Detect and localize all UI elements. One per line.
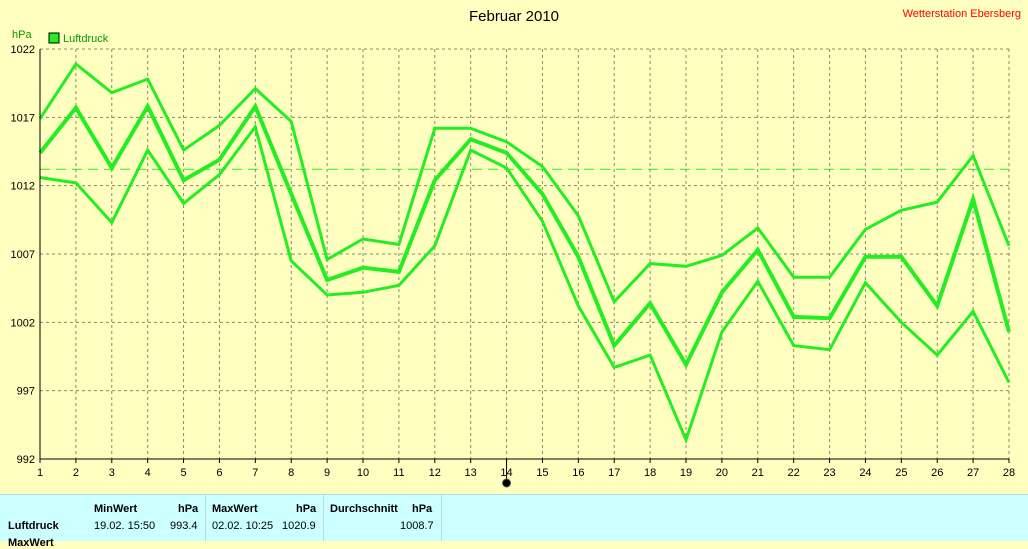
legend: Luftdruck bbox=[48, 32, 109, 45]
min-unit: hPa bbox=[178, 503, 199, 515]
grid bbox=[39, 48, 1010, 460]
x-tick-label: 12 bbox=[429, 467, 441, 479]
y-tick-label: 1022 bbox=[11, 44, 35, 56]
series-line-mean bbox=[38, 102, 1011, 369]
stats-min-cell: MinWert hPa 19.02. 15:50 993.4 bbox=[88, 495, 206, 541]
y-tick-label: 1007 bbox=[11, 249, 35, 261]
x-tick-label: 11 bbox=[393, 467, 404, 479]
series-lines bbox=[38, 61, 1011, 445]
stats-panel: Luftdruck MaxWert MinWert hPa 19.02. 15:… bbox=[0, 494, 1028, 549]
x-tick-label: 14 bbox=[500, 467, 512, 479]
y-tick-label: 997 bbox=[17, 386, 35, 398]
x-tick-label: 6 bbox=[216, 467, 222, 479]
max-datetime: 02.02. 10:25 bbox=[212, 520, 274, 532]
x-tick-label: 13 bbox=[465, 467, 477, 479]
x-tick-label: 15 bbox=[536, 467, 548, 479]
x-tick-labels: 1 2 3 4 5 6 7 8 9 10 11 12 13 14 15 16 17 18 19 20 21 22 23 24 2… bbox=[37, 467, 1015, 479]
y-tick-label: 992 bbox=[17, 454, 35, 466]
min-value: 993.4 bbox=[170, 520, 198, 532]
x-tick-label: 20 bbox=[716, 467, 728, 479]
max-unit: hPa bbox=[296, 503, 317, 515]
row-label-maxwert: MaxWert bbox=[8, 537, 54, 549]
x-tick-label: 21 bbox=[752, 467, 764, 479]
station-name: Wetterstation Ebersberg bbox=[903, 8, 1021, 20]
x-tick-label: 7 bbox=[252, 467, 258, 479]
x-tick-label: 22 bbox=[788, 467, 800, 479]
x-tick-label: 1 bbox=[37, 467, 43, 479]
x-tick-label: 8 bbox=[288, 467, 294, 479]
x-tick-label: 2 bbox=[73, 467, 79, 479]
max-value: 1020.9 bbox=[282, 520, 316, 532]
x-tick-label: 10 bbox=[357, 467, 369, 479]
y-tick-labels: 992 997 1002 1007 1012 1017 1022 bbox=[11, 44, 35, 466]
x-tick-label: 27 bbox=[967, 467, 979, 479]
pressure-chart: Februar 2010 Wetterstation Ebersberg hPa… bbox=[11, 8, 1021, 488]
x-tick-label: 25 bbox=[895, 467, 907, 479]
x-tick-label: 24 bbox=[859, 467, 871, 479]
date-marker[interactable] bbox=[502, 478, 512, 488]
chart-title: Februar 2010 bbox=[469, 8, 559, 25]
x-tick-label: 17 bbox=[608, 467, 620, 479]
legend-label: Luftdruck bbox=[63, 33, 109, 45]
stats-avg-cell: Durchschnitt hPa 1008.7 bbox=[324, 495, 442, 541]
y-tick-label: 1012 bbox=[11, 181, 35, 193]
max-header: MaxWert bbox=[212, 503, 258, 515]
y-tick-label: 1002 bbox=[11, 317, 35, 329]
avg-header: Durchschnitt bbox=[330, 503, 398, 515]
x-tick-label: 18 bbox=[644, 467, 656, 479]
series-line-max bbox=[38, 61, 1011, 305]
x-tick-label: 28 bbox=[1003, 467, 1015, 479]
avg-value: 1008.7 bbox=[400, 520, 434, 532]
min-header: MinWert bbox=[94, 503, 138, 515]
min-datetime: 19.02. 15:50 bbox=[94, 520, 156, 532]
axes bbox=[39, 49, 1010, 479]
x-tick-label: 16 bbox=[572, 467, 584, 479]
x-tick-label: 19 bbox=[680, 467, 692, 479]
x-tick-label: 3 bbox=[109, 467, 115, 479]
y-tick-label: 1017 bbox=[11, 112, 35, 124]
x-tick-label: 23 bbox=[823, 467, 835, 479]
y-axis-unit: hPa bbox=[12, 29, 32, 41]
series-line-min bbox=[39, 123, 1011, 445]
x-tick-label: 5 bbox=[180, 467, 186, 479]
avg-unit: hPa bbox=[412, 503, 433, 515]
row-label-luftdruck: Luftdruck bbox=[8, 520, 59, 532]
x-tick-label: 4 bbox=[145, 467, 151, 479]
x-tick-label: 26 bbox=[931, 467, 943, 479]
stats-max-cell: MaxWert hPa 02.02. 10:25 1020.9 bbox=[206, 495, 324, 541]
legend-swatch bbox=[48, 32, 60, 44]
x-tick-label: 9 bbox=[324, 467, 330, 479]
